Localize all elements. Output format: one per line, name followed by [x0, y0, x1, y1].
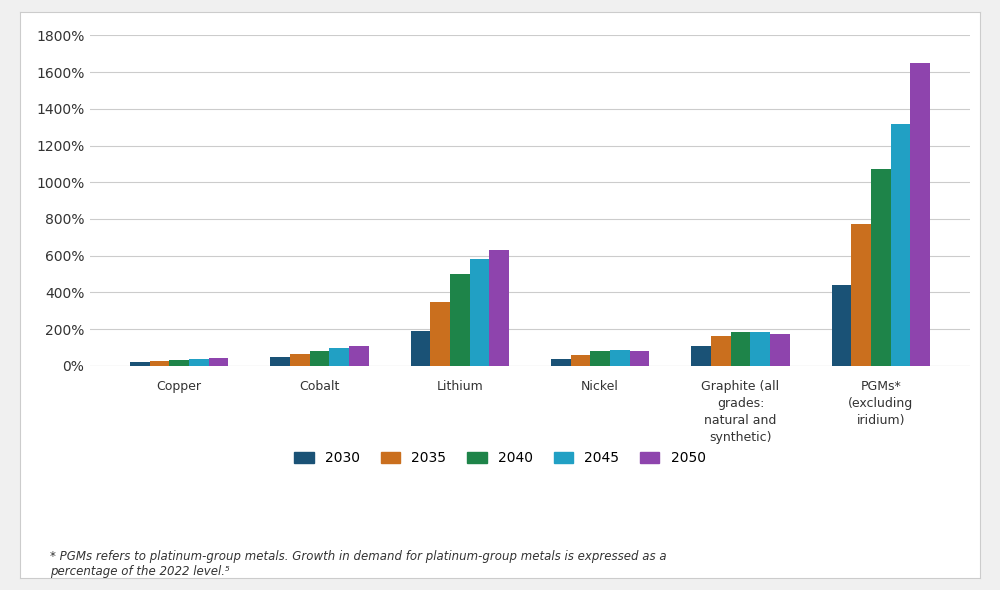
Bar	[630, 351, 649, 366]
Bar	[150, 361, 169, 366]
Bar	[571, 355, 590, 366]
Bar	[329, 348, 349, 366]
Text: * PGMs refers to platinum-group metals. Growth in demand for platinum-group meta: * PGMs refers to platinum-group metals. …	[50, 550, 667, 578]
Bar	[770, 334, 790, 366]
Bar	[711, 336, 731, 366]
Bar	[189, 359, 209, 366]
Bar	[691, 346, 711, 366]
Bar	[209, 358, 228, 366]
Bar	[851, 224, 871, 366]
Bar	[470, 260, 489, 366]
Bar	[871, 169, 891, 366]
Bar	[750, 332, 770, 366]
Bar	[290, 354, 310, 366]
Bar	[169, 360, 189, 366]
Bar	[310, 351, 329, 366]
Bar	[891, 123, 910, 366]
Bar	[731, 332, 750, 366]
Bar	[349, 346, 369, 366]
Bar	[590, 351, 610, 366]
Bar	[832, 285, 851, 366]
Bar	[411, 331, 430, 366]
Bar	[130, 362, 150, 366]
Bar	[270, 356, 290, 366]
Bar	[610, 350, 630, 366]
Bar	[450, 274, 470, 366]
Bar	[910, 63, 930, 366]
Bar	[430, 301, 450, 366]
Bar	[489, 250, 509, 366]
Bar	[551, 359, 571, 366]
Legend: 2030, 2035, 2040, 2045, 2050: 2030, 2035, 2040, 2045, 2050	[294, 451, 706, 465]
